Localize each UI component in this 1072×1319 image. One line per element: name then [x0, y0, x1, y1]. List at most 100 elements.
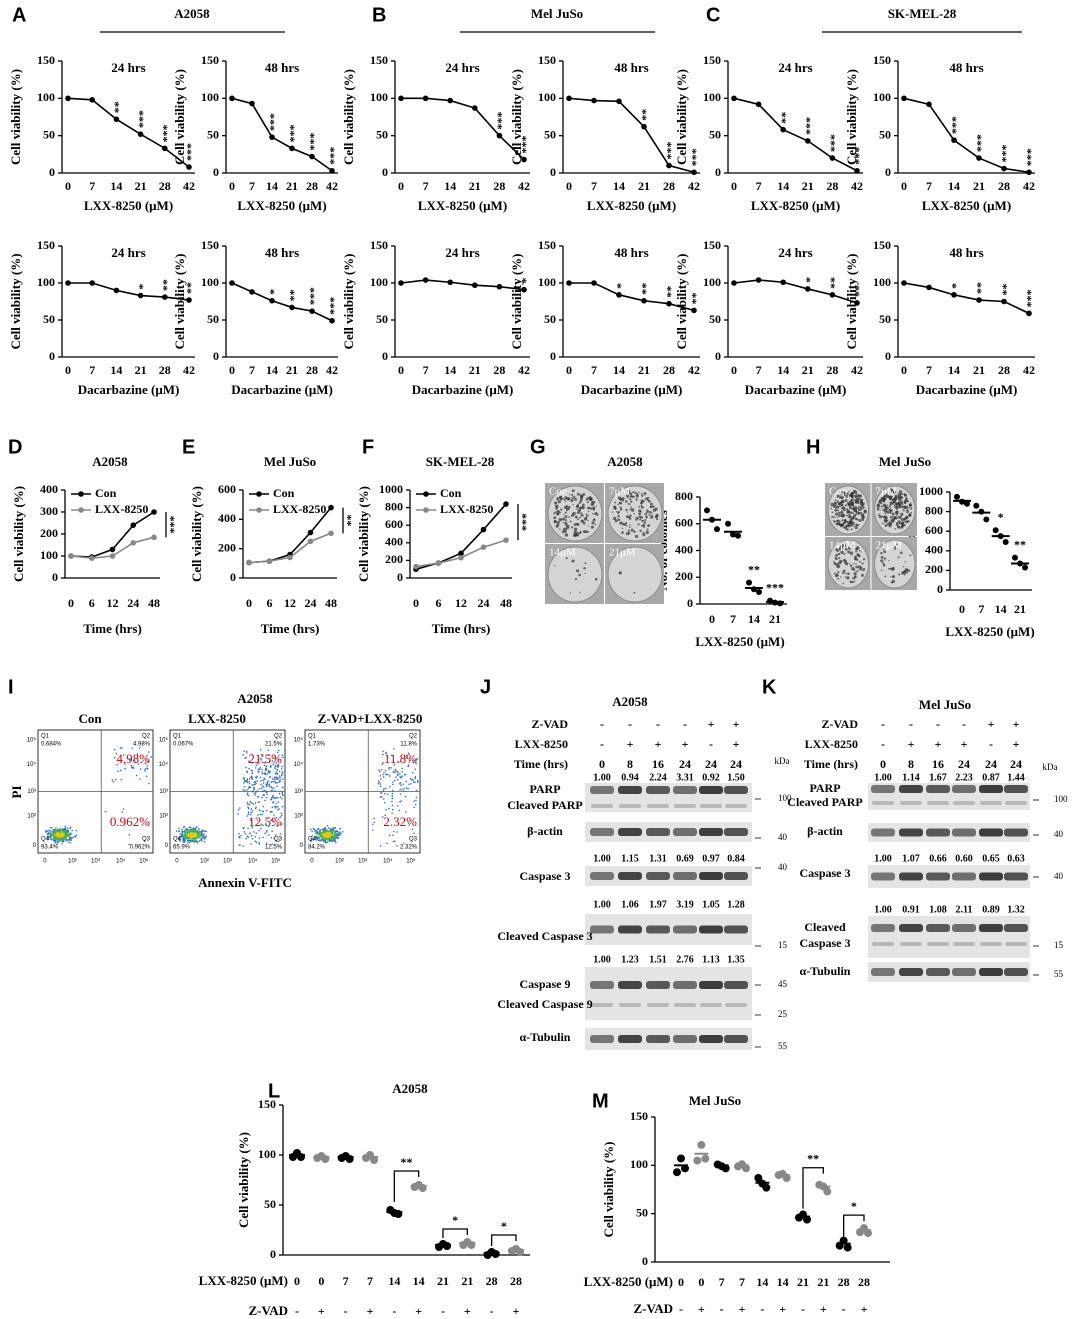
event-dot [193, 841, 196, 843]
blot-band [619, 804, 641, 808]
lane-label: - [656, 717, 660, 731]
x-tick-label: 14 [613, 363, 625, 377]
colony [562, 527, 567, 531]
blot-band [699, 925, 723, 934]
event-dot [54, 834, 56, 836]
colony [892, 490, 895, 493]
data-point [307, 538, 314, 545]
band-quantification: 1.51 [649, 954, 667, 965]
x-tick-label: 10³ [358, 859, 367, 865]
colony [591, 502, 595, 506]
event-dot [238, 835, 240, 838]
data-point [1002, 538, 1009, 545]
event-dot [310, 837, 313, 840]
y-tick-label: 0 [885, 349, 891, 363]
colony [838, 561, 842, 565]
colony [895, 510, 898, 513]
colony [556, 504, 559, 507]
significance-label: *** [519, 513, 533, 531]
x-tick-label: 48 [500, 596, 512, 610]
band-quantification: 0.91 [902, 904, 920, 915]
data-point [289, 304, 295, 311]
significance-label: * [519, 278, 533, 284]
legend-label: LXX-8250 [440, 502, 493, 516]
colony [882, 562, 885, 565]
x-tick-label: 14 [777, 363, 789, 377]
colony [568, 516, 570, 519]
event-dot [195, 840, 198, 843]
colony [855, 550, 858, 553]
event-dot [248, 803, 251, 806]
lane-label: + [655, 737, 662, 751]
y-tick-label: 0 [397, 570, 403, 584]
blot-band [1004, 828, 1028, 837]
data-point [1001, 165, 1007, 172]
band-quantification: 1.00 [593, 954, 611, 965]
data-point [162, 294, 168, 300]
colony [596, 514, 599, 517]
data-point [130, 540, 137, 546]
event-dot [243, 786, 246, 788]
colony [891, 575, 895, 579]
colony [836, 519, 839, 523]
band-quantification: 1.28 [727, 899, 745, 910]
y-tick-label: 1000 [919, 484, 943, 498]
event-dot [190, 830, 192, 833]
event-dot [51, 827, 53, 829]
data-point [287, 554, 293, 561]
significance-label: ** [401, 1155, 413, 1169]
colony [570, 496, 573, 499]
colony [640, 499, 644, 503]
event-dot [193, 831, 196, 833]
blot-band [952, 785, 976, 793]
x-tick-label: 14 [748, 612, 760, 626]
colony [572, 533, 577, 537]
event-dot [315, 829, 317, 832]
colony [855, 512, 858, 515]
blot-band [952, 872, 976, 881]
event-dot [323, 828, 326, 831]
blot-band [926, 828, 950, 837]
event-dot [409, 777, 412, 780]
y-tick-label: 0 [885, 165, 891, 179]
event-dot [263, 761, 266, 764]
chart-title: 24 hrs [445, 60, 479, 75]
band-quantification: 1.14 [902, 772, 920, 783]
event-dot [261, 768, 263, 771]
data-point [829, 292, 836, 298]
event-dot [412, 781, 415, 784]
y-axis-label: Cell viability (%) [356, 486, 371, 582]
event-dot [388, 775, 391, 777]
data-point [249, 100, 255, 107]
colony [881, 515, 884, 518]
event-dot [201, 834, 203, 836]
series-line [231, 282, 333, 322]
size-marker: 100 [1054, 794, 1068, 804]
event-dot [266, 781, 269, 784]
colony [851, 502, 854, 505]
event-dot [238, 844, 241, 846]
colony [849, 511, 852, 514]
x-tick-label: 7 [367, 1274, 373, 1288]
band-quantification: 1.05 [702, 899, 720, 910]
x-axis-label: Dacarbazine (μM) [916, 382, 1018, 397]
colony [587, 519, 589, 522]
quadrant-value: 0.067% [173, 742, 194, 748]
event-dot [277, 749, 280, 752]
colony [910, 507, 913, 510]
event-dot [393, 761, 395, 764]
colony [836, 495, 839, 498]
colony [854, 495, 856, 497]
colony [844, 576, 847, 578]
event-dot [178, 830, 180, 833]
event-dot [74, 836, 77, 838]
lane-label: + [627, 737, 634, 751]
blot-band [590, 786, 614, 794]
colony [891, 579, 896, 583]
event-dot [329, 828, 332, 830]
event-dot [325, 836, 328, 838]
data-point [249, 289, 255, 295]
blot-band [952, 828, 976, 837]
y-tick-label: 0 [49, 349, 55, 363]
event-dot [275, 834, 277, 837]
